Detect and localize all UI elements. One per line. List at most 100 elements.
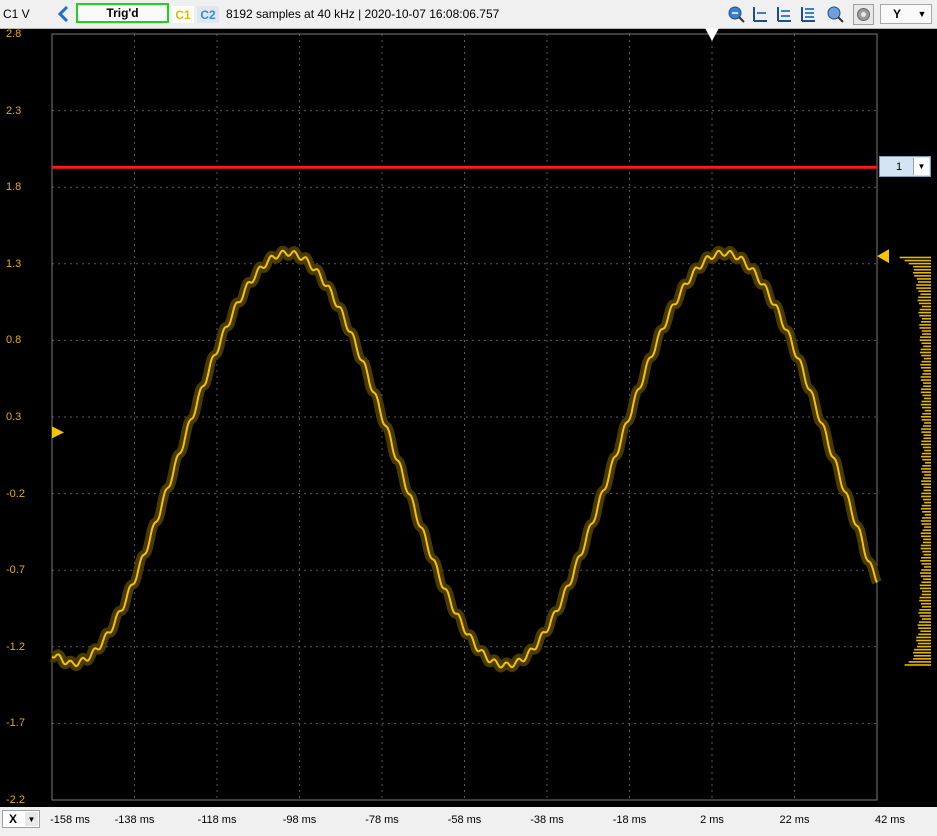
histogram-bar xyxy=(913,651,931,654)
histogram-bar xyxy=(922,425,931,427)
y-tick-label: -0.2 xyxy=(6,487,25,500)
histogram-bar xyxy=(923,566,931,568)
histogram-bar xyxy=(923,370,931,372)
histogram-bar xyxy=(920,602,931,605)
histogram-bar xyxy=(922,590,931,593)
x-axis-select-label: X xyxy=(9,812,18,826)
histogram-bar xyxy=(913,271,931,274)
histogram-bar xyxy=(919,324,931,326)
x-tick-label: -158 ms xyxy=(50,814,90,826)
histogram-bar xyxy=(921,452,931,455)
histogram-bar xyxy=(919,336,931,338)
x-axis-select[interactable]: X ▼ xyxy=(2,810,40,828)
histogram-bar xyxy=(916,645,931,648)
histogram-bar xyxy=(916,636,931,639)
histogram-bar xyxy=(921,556,931,559)
y-tick-label: 2.8 xyxy=(6,28,22,40)
histogram-peak-marker xyxy=(877,249,889,264)
histogram-bar xyxy=(922,446,931,449)
cursor-settings-icon[interactable] xyxy=(799,5,817,23)
histogram-bar xyxy=(921,492,931,495)
histogram-bar xyxy=(921,305,931,308)
histogram-bar xyxy=(921,504,931,507)
histogram-bar xyxy=(923,538,931,541)
y-tick-label: 2.3 xyxy=(6,104,22,117)
zoom-fit-icon[interactable] xyxy=(727,5,745,23)
histogram-bar xyxy=(922,510,931,513)
histogram-bar xyxy=(921,342,931,345)
back-arrow-icon[interactable] xyxy=(55,5,73,23)
histogram-bar xyxy=(916,278,931,280)
histogram-bar xyxy=(904,664,931,666)
histogram-bar xyxy=(921,468,931,470)
y-axis-select-label: Y xyxy=(893,7,902,21)
histogram-bar xyxy=(920,575,931,577)
histogram-bar xyxy=(923,489,931,492)
toolbar: C1 V Trig'd C1 C2 8192 samples at 40 kHz… xyxy=(0,0,937,29)
histogram-bar xyxy=(899,256,931,259)
histogram-bar xyxy=(922,394,931,397)
y-tick-label: 1.3 xyxy=(6,257,22,270)
histogram-bar xyxy=(921,471,931,473)
histogram-bar xyxy=(920,560,931,562)
histogram-bar xyxy=(924,474,931,476)
histogram-bar xyxy=(921,581,931,584)
histogram-bar xyxy=(914,275,931,277)
histogram-bar xyxy=(922,373,931,375)
histogram-bar xyxy=(921,443,931,446)
histogram-bar xyxy=(922,406,931,409)
channel-c2-button[interactable]: C2 xyxy=(197,6,219,23)
markers xyxy=(52,28,889,439)
histogram-bar xyxy=(919,308,931,311)
trace-series xyxy=(51,249,878,669)
histogram-bar xyxy=(923,553,931,556)
histogram-bar xyxy=(921,535,931,538)
x-tick-label: 22 ms xyxy=(779,814,810,826)
histogram-bar xyxy=(920,630,931,633)
histogram-bar xyxy=(923,486,931,489)
channel-c1-button[interactable]: C1 xyxy=(172,6,194,23)
histogram-bar xyxy=(913,654,931,657)
chevron-down-icon: ▼ xyxy=(25,812,38,826)
x-tick-label: -78 ms xyxy=(365,814,399,826)
x-tick-label: -18 ms xyxy=(612,814,647,826)
histogram-bar xyxy=(918,311,931,314)
histogram-bar xyxy=(917,642,931,645)
histogram-bar xyxy=(922,333,931,335)
histogram-bar xyxy=(922,550,931,553)
cursor-add-icon[interactable] xyxy=(751,5,769,23)
histogram-bar xyxy=(918,627,931,630)
x-axis-bar xyxy=(0,807,937,836)
histogram-bar xyxy=(922,529,931,531)
histogram-bar xyxy=(921,523,931,525)
reference-level-select[interactable]: 1 ▼ xyxy=(879,156,931,177)
channel-label: C1 V xyxy=(3,7,30,21)
histogram-bar xyxy=(920,544,931,547)
histogram-bar xyxy=(920,532,931,535)
histogram-bar xyxy=(919,572,931,574)
histogram-bar xyxy=(921,440,931,443)
zoom-icon[interactable] xyxy=(826,5,844,23)
y-tick-label: 1.8 xyxy=(6,181,22,194)
x-tick-label: 42 ms xyxy=(875,814,905,826)
y-tick-label: -1.7 xyxy=(6,717,25,730)
histogram-bar xyxy=(921,354,931,357)
histogram-bar xyxy=(921,317,931,320)
histogram-bar xyxy=(922,412,931,415)
histogram-bar xyxy=(922,465,931,467)
histogram-bar xyxy=(918,621,931,623)
histogram-bar xyxy=(920,348,931,351)
histogram-bar xyxy=(919,339,931,341)
settings-icon[interactable] xyxy=(853,4,874,25)
histogram-bar xyxy=(920,520,931,522)
y-axis-select[interactable]: Y ▼ xyxy=(880,4,932,24)
trigger-status[interactable]: Trig'd xyxy=(76,3,169,23)
plot-area[interactable] xyxy=(0,28,937,807)
histogram-bar xyxy=(923,434,931,436)
histogram-bar xyxy=(921,419,931,421)
cursor-list-icon[interactable] xyxy=(775,5,793,23)
histogram-bar xyxy=(922,517,931,519)
histogram-bar xyxy=(919,615,931,617)
chevron-down-icon: ▼ xyxy=(917,9,927,19)
histogram-bar xyxy=(920,376,931,378)
